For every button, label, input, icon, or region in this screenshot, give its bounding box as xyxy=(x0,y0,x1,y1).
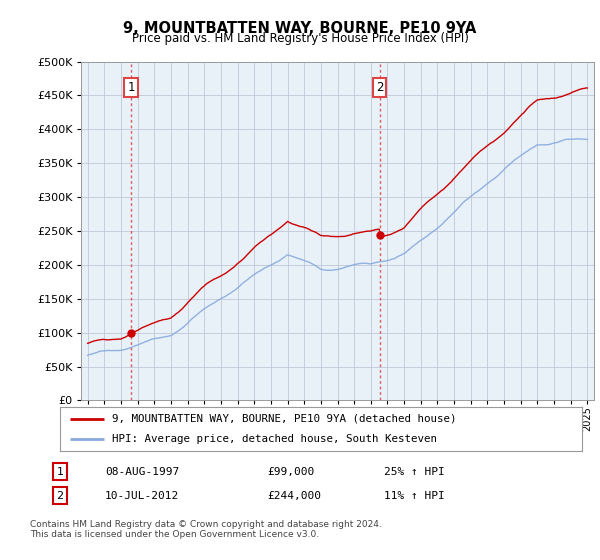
Text: 10-JUL-2012: 10-JUL-2012 xyxy=(105,491,179,501)
Text: 1: 1 xyxy=(56,466,64,477)
Text: Price paid vs. HM Land Registry's House Price Index (HPI): Price paid vs. HM Land Registry's House … xyxy=(131,32,469,45)
Text: HPI: Average price, detached house, South Kesteven: HPI: Average price, detached house, Sout… xyxy=(112,434,437,444)
Text: 08-AUG-1997: 08-AUG-1997 xyxy=(105,466,179,477)
Text: 11% ↑ HPI: 11% ↑ HPI xyxy=(384,491,445,501)
Text: £244,000: £244,000 xyxy=(267,491,321,501)
Text: 2: 2 xyxy=(56,491,64,501)
Text: 25% ↑ HPI: 25% ↑ HPI xyxy=(384,466,445,477)
Text: 9, MOUNTBATTEN WAY, BOURNE, PE10 9YA (detached house): 9, MOUNTBATTEN WAY, BOURNE, PE10 9YA (de… xyxy=(112,414,457,424)
Text: 9, MOUNTBATTEN WAY, BOURNE, PE10 9YA: 9, MOUNTBATTEN WAY, BOURNE, PE10 9YA xyxy=(124,21,476,36)
Text: 2: 2 xyxy=(376,81,383,94)
Text: Contains HM Land Registry data © Crown copyright and database right 2024.
This d: Contains HM Land Registry data © Crown c… xyxy=(30,520,382,539)
Text: £99,000: £99,000 xyxy=(267,466,314,477)
Text: 1: 1 xyxy=(127,81,135,94)
